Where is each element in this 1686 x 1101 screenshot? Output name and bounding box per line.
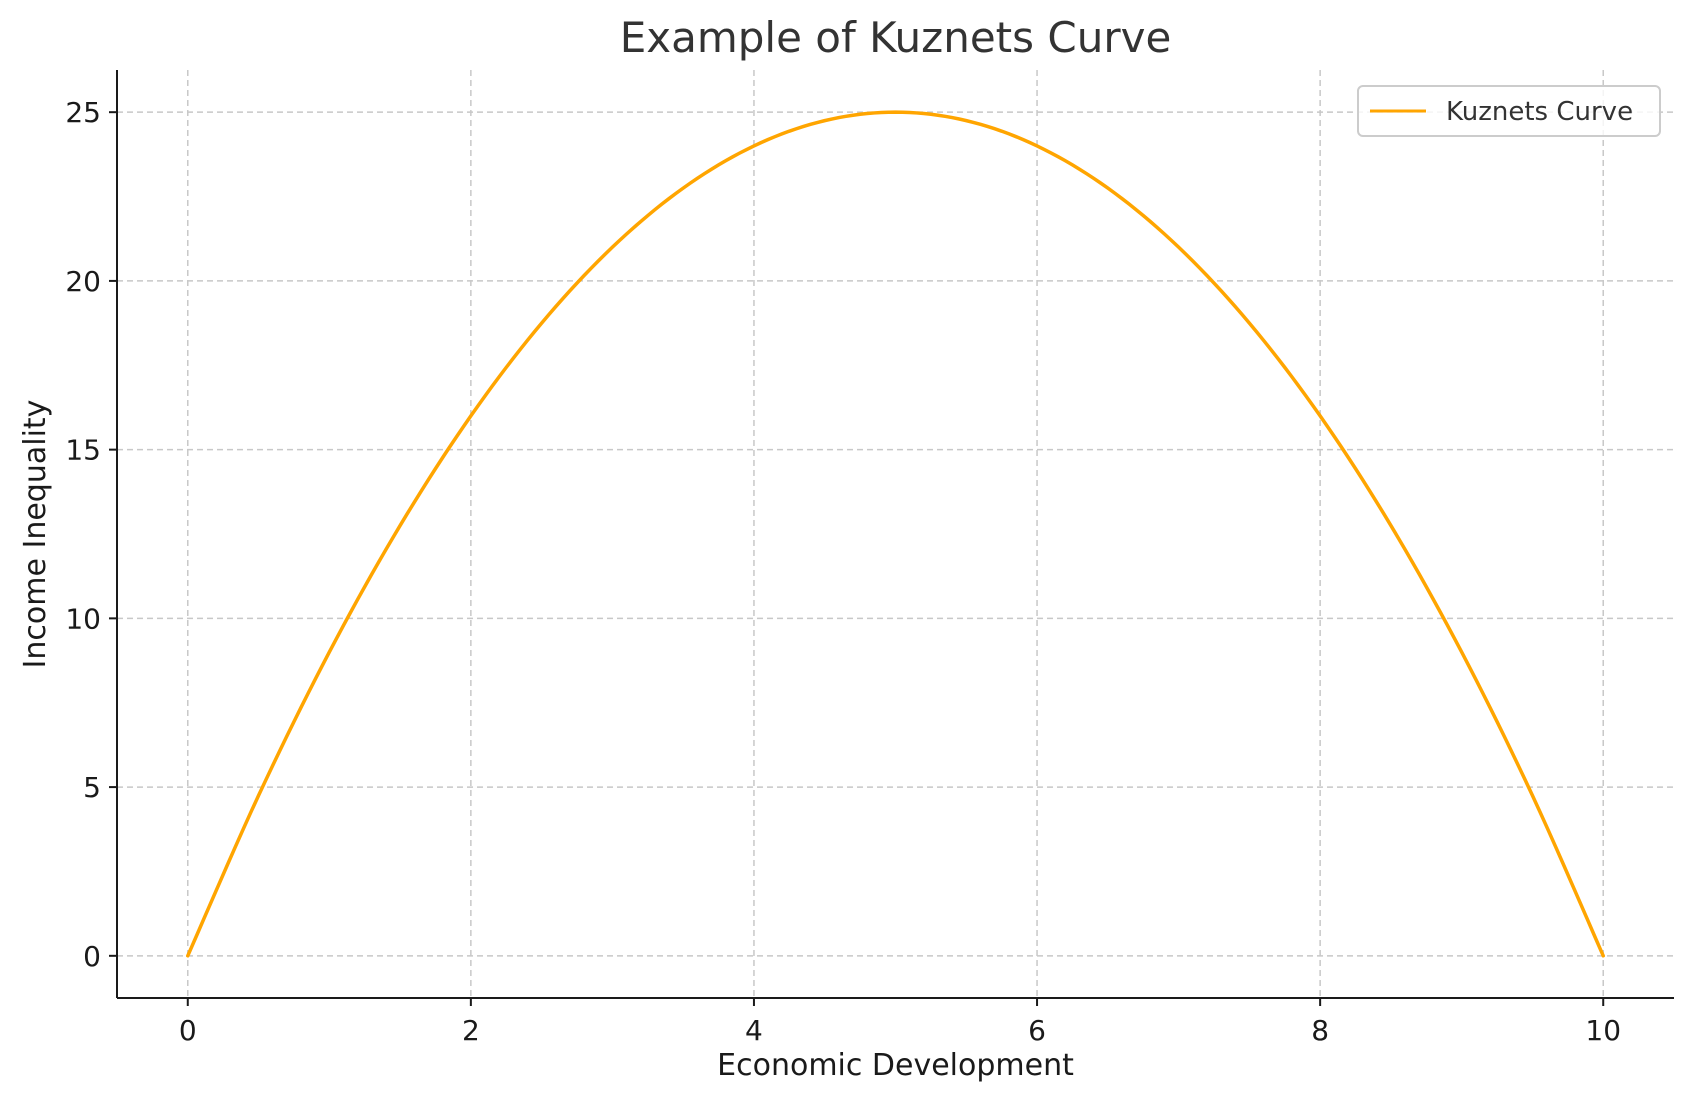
x-tick-label: 2 <box>462 1014 480 1047</box>
grid-lines <box>117 70 1674 998</box>
y-tick-label: 10 <box>65 602 101 635</box>
y-tick-label: 5 <box>83 771 101 804</box>
y-tick-label: 20 <box>65 265 101 298</box>
y-axis-label: Income Inequality <box>18 400 53 669</box>
series-layer <box>186 110 1605 958</box>
y-tick-label: 15 <box>65 434 101 467</box>
chart-title: Example of Kuznets Curve <box>620 13 1172 62</box>
legend-label-kuznets-curve: Kuznets Curve <box>1446 97 1633 127</box>
series-line-kuznets-curve <box>186 110 1605 958</box>
x-tick-label: 6 <box>1028 1014 1046 1047</box>
x-tick-label: 10 <box>1585 1014 1621 1047</box>
x-tick-label: 4 <box>745 1014 763 1047</box>
legend-box <box>1357 85 1661 137</box>
x-tick-label: 0 <box>179 1014 197 1047</box>
x-axis-label: Economic Development <box>717 1048 1074 1083</box>
x-tick-label: 8 <box>1311 1014 1329 1047</box>
y-tick-label: 25 <box>65 96 101 129</box>
legend: Kuznets Curve <box>1357 85 1661 137</box>
ticks: 0 2 4 6 8 10 0 5 10 15 20 25 <box>65 96 1621 1047</box>
axes <box>116 70 1674 999</box>
y-tick-label: 0 <box>83 940 101 973</box>
